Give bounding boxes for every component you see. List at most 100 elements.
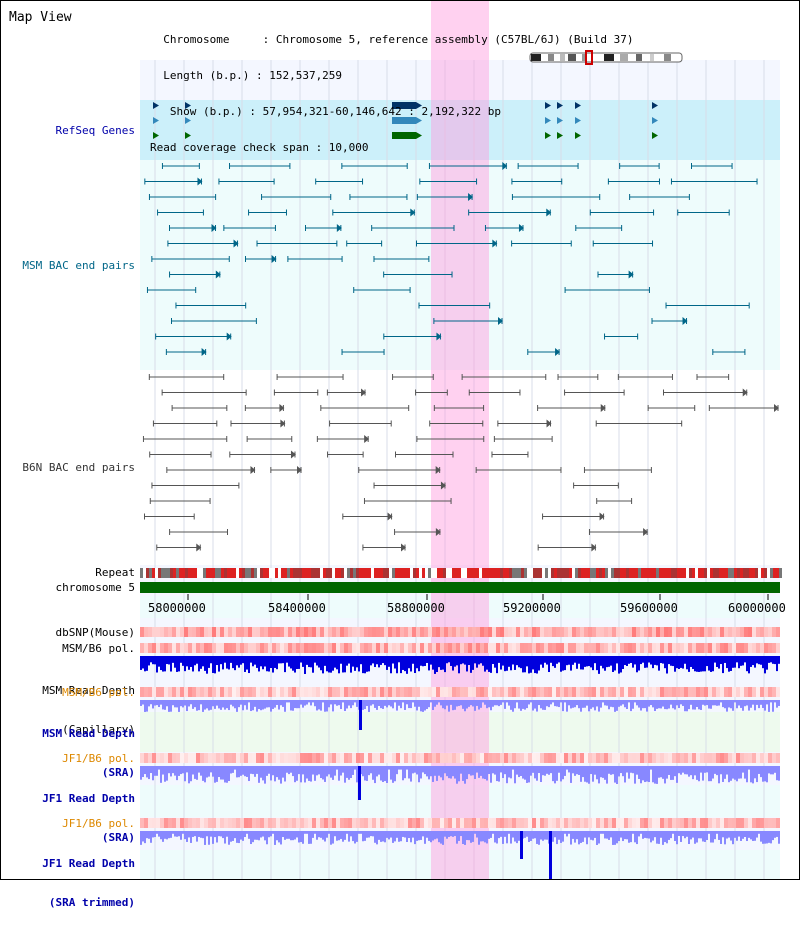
polymorphism-cell	[140, 818, 144, 828]
polymorphism-cell	[324, 643, 328, 653]
polymorphism-cell	[556, 753, 560, 763]
read-depth-bar	[704, 700, 706, 706]
polymorphism-cell	[268, 627, 272, 637]
read-depth-bar	[688, 656, 690, 672]
read-depth-bar	[548, 656, 550, 673]
polymorphism-cell	[444, 627, 448, 637]
read-depth-bar	[372, 766, 374, 780]
track-label-b6n-bac[interactable]: B6N BAC end pairs	[22, 461, 135, 474]
polymorphism-cell	[432, 818, 436, 828]
read-depth-bar	[380, 766, 382, 781]
refseq-gene-arrow	[652, 132, 658, 139]
read-depth-bar	[190, 656, 192, 667]
track-label-msm-bac[interactable]: MSM BAC end pairs	[22, 259, 135, 272]
read-depth-bar	[746, 700, 748, 706]
polymorphism-cell	[540, 818, 544, 828]
track-label-msm-b6-pol[interactable]: MSM/B6 pol.	[62, 642, 135, 655]
read-depth-bar	[168, 831, 170, 839]
read-depth-bar	[406, 700, 408, 705]
read-depth-bar	[276, 700, 278, 705]
read-depth-bar	[706, 766, 708, 773]
polymorphism-cell	[492, 627, 496, 637]
read-depth-bar	[158, 656, 160, 667]
read-depth-bar	[312, 766, 314, 775]
read-depth-bar	[148, 656, 150, 666]
read-depth-bar	[350, 831, 352, 837]
polymorphism-cell	[532, 627, 536, 637]
read-depth-bar	[774, 656, 776, 665]
read-depth-bar	[652, 831, 654, 841]
read-depth-bar	[446, 831, 448, 839]
repeat-segment	[656, 568, 659, 578]
read-depth-bar	[650, 766, 652, 770]
repeat-segment	[476, 568, 479, 578]
repeat-segment	[734, 568, 737, 578]
polymorphism-cell	[632, 753, 636, 763]
polymorphism-cell	[720, 643, 724, 653]
genome-browser-canvas[interactable]	[0, 0, 800, 880]
repeat-segment	[515, 568, 518, 578]
read-depth-bar	[246, 766, 248, 777]
track-label-jf1-depth[interactable]: JF1 Read Depth (SRA)	[2, 766, 135, 870]
polymorphism-cell	[464, 753, 468, 763]
polymorphism-cell	[620, 687, 624, 697]
track-label-dbsnp[interactable]: dbSNP(Mouse)	[55, 626, 135, 639]
polymorphism-cell	[228, 818, 232, 828]
polymorphism-cell	[164, 627, 168, 637]
polymorphism-cell	[736, 643, 740, 653]
polymorphism-cell	[376, 818, 380, 828]
polymorphism-cell	[412, 627, 416, 637]
polymorphism-cell	[264, 818, 268, 828]
read-depth-bar	[526, 766, 528, 783]
polymorphism-cell	[228, 627, 232, 637]
repeat-segment	[428, 568, 431, 578]
track-label-refseq[interactable]: RefSeq Genes	[55, 124, 135, 137]
polymorphism-cell	[192, 687, 196, 697]
polymorphism-cell	[628, 753, 632, 763]
read-depth-bar	[174, 656, 176, 668]
polymorphism-cell	[584, 627, 588, 637]
axis-tick-label: 59600000	[620, 601, 678, 615]
polymorphism-cell	[232, 818, 236, 828]
polymorphism-cell	[212, 627, 216, 637]
read-depth-bar	[410, 700, 412, 709]
track-label-msm-depth-capillary[interactable]: MSM Read Depth (Capillary)	[2, 658, 135, 762]
read-depth-bar	[614, 766, 616, 783]
polymorphism-cell	[336, 643, 340, 653]
polymorphism-cell	[772, 687, 776, 697]
read-depth-bar	[528, 766, 530, 783]
read-depth-bar	[288, 656, 290, 667]
read-depth-bar	[752, 700, 754, 705]
polymorphism-cell	[176, 818, 180, 828]
read-depth-bar	[374, 700, 376, 708]
refseq-gene-arrow	[153, 117, 159, 124]
track-label-msm-b6-pol-sra[interactable]: MSM/B6 pol.	[62, 686, 135, 699]
read-depth-bar	[378, 656, 380, 668]
track-label-jf1-depth-trimmed[interactable]: JF1 Read Depth (SRA trimmed)	[2, 831, 135, 935]
track-label-msm-depth-sra[interactable]: MSM Read Depth (SRA)	[2, 701, 135, 805]
polymorphism-cell	[492, 687, 496, 697]
read-depth-bar	[600, 700, 602, 708]
polymorphism-cell	[504, 818, 508, 828]
track-label-repeat[interactable]: Repeat	[95, 566, 135, 579]
polymorphism-cell	[212, 818, 216, 828]
track-label-jf1-pol-trimmed[interactable]: JF1/B6 pol.	[62, 817, 135, 830]
read-depth-bar	[642, 766, 644, 781]
read-depth-bar	[274, 700, 276, 708]
repeat-segment	[566, 568, 569, 578]
polymorphism-cell	[656, 643, 660, 653]
read-depth-bar	[140, 766, 142, 780]
read-depth-bar	[590, 831, 592, 840]
read-depth-bar	[500, 656, 502, 670]
track-label-jf1-pol[interactable]: JF1/B6 pol.	[62, 752, 135, 765]
refseq-gene-arrow	[545, 132, 551, 139]
read-depth-bar	[702, 766, 704, 781]
read-depth-bar	[430, 766, 432, 777]
read-depth-bar	[426, 656, 428, 663]
polymorphism-cell	[776, 753, 780, 763]
polymorphism-cell	[156, 627, 160, 637]
read-depth-bar	[654, 766, 656, 784]
read-depth-bar	[772, 831, 774, 841]
track-label-chromosome[interactable]: chromosome 5	[55, 581, 135, 594]
polymorphism-cell	[420, 627, 424, 637]
